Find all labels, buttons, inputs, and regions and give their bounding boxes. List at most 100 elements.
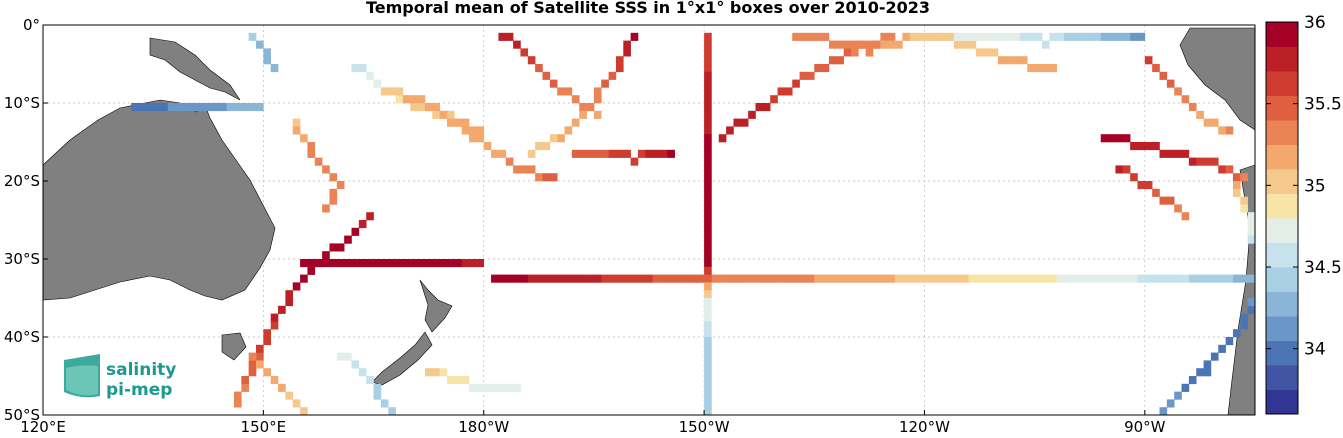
sss-box <box>439 110 448 119</box>
sss-box <box>704 165 712 174</box>
sss-box <box>1247 274 1256 283</box>
sss-box <box>608 274 617 283</box>
sss-box <box>953 40 962 49</box>
plot-frame <box>42 24 1256 416</box>
sss-box <box>704 227 712 236</box>
sss-box <box>704 407 712 416</box>
sss-box <box>704 259 712 268</box>
sss-box <box>513 165 521 174</box>
sss-box <box>263 368 272 377</box>
sss-box <box>909 32 918 41</box>
sss-box <box>828 40 837 49</box>
sss-box <box>395 95 404 104</box>
sss-box <box>924 32 933 41</box>
sss-box <box>285 290 294 299</box>
sss-box <box>527 149 536 158</box>
sss-box <box>601 149 609 158</box>
track-lat32S <box>491 274 1256 283</box>
sss-box <box>454 118 462 127</box>
x-tick-label: 150°E <box>241 418 287 436</box>
sss-box <box>718 134 727 143</box>
sss-box <box>851 48 859 57</box>
sss-box <box>505 157 514 166</box>
sss-box <box>549 79 558 88</box>
sss-box <box>307 149 316 158</box>
sss-box <box>432 103 440 112</box>
sss-box <box>432 368 440 377</box>
logo-line2: pi-mep <box>106 380 172 400</box>
sss-box <box>557 87 565 96</box>
sss-box <box>366 259 374 268</box>
colorbar-swatches <box>1266 22 1298 415</box>
sss-box <box>1174 204 1182 213</box>
sss-box <box>667 274 676 283</box>
track-nz_e <box>233 212 374 408</box>
sss-box <box>498 274 507 283</box>
sss-box <box>447 118 455 127</box>
sss-box <box>1188 274 1197 283</box>
sss-box <box>1188 103 1197 112</box>
sss-box <box>799 274 808 283</box>
sss-box <box>461 259 470 268</box>
colorbar-swatch <box>1266 46 1298 72</box>
sss-box <box>704 95 712 104</box>
sss-box <box>770 95 778 104</box>
sss-box <box>1100 134 1109 143</box>
sss-box <box>351 64 360 73</box>
sss-box <box>1093 32 1102 41</box>
sss-box <box>806 274 815 283</box>
sss-box <box>351 227 360 236</box>
sss-box <box>564 87 573 96</box>
sss-box <box>1174 87 1182 96</box>
sss-box <box>358 368 367 377</box>
sss-box <box>1159 71 1168 80</box>
sss-box <box>248 103 257 112</box>
sss-box <box>1005 32 1013 41</box>
sss-box <box>292 399 301 408</box>
sss-box <box>329 259 338 268</box>
sss-box <box>571 149 580 158</box>
sss-box <box>535 274 543 283</box>
sss-box <box>843 274 852 283</box>
sss-box <box>542 274 551 283</box>
sss-box <box>777 87 786 96</box>
sss-box <box>799 32 808 41</box>
sss-box <box>645 274 653 283</box>
sss-box <box>821 32 830 41</box>
sss-box <box>1210 352 1219 361</box>
sss-box <box>307 142 316 151</box>
sss-box <box>704 266 712 275</box>
sss-box <box>1181 383 1190 392</box>
sss-box <box>696 274 705 283</box>
sss-box <box>1005 56 1013 65</box>
sss-box <box>704 329 712 338</box>
sss-box <box>880 32 889 41</box>
sss-box <box>564 274 573 283</box>
sss-box <box>307 259 316 268</box>
sss-box <box>909 274 918 283</box>
sss-box <box>704 220 712 229</box>
sss-box <box>704 391 712 400</box>
australia-land <box>42 99 276 301</box>
sss-box <box>968 32 977 41</box>
sss-box <box>1203 360 1212 369</box>
sss-box <box>454 376 462 385</box>
sss-box <box>336 243 345 252</box>
sss-box <box>535 173 543 182</box>
sss-box <box>630 32 639 41</box>
sss-box <box>1203 118 1212 127</box>
sss-box <box>704 243 712 252</box>
sss-box <box>549 173 558 182</box>
sss-box <box>814 274 822 283</box>
sss-box <box>704 157 712 166</box>
sss-box <box>167 103 176 112</box>
sss-tracks <box>131 32 1256 416</box>
sss-box <box>263 337 272 346</box>
sss-box <box>1122 32 1131 41</box>
sss-box <box>1130 142 1138 151</box>
sss-box <box>895 40 903 49</box>
sss-box <box>498 32 507 41</box>
sss-box <box>1196 110 1204 119</box>
track-peru3 <box>1144 56 1234 135</box>
sss-box <box>571 274 580 283</box>
